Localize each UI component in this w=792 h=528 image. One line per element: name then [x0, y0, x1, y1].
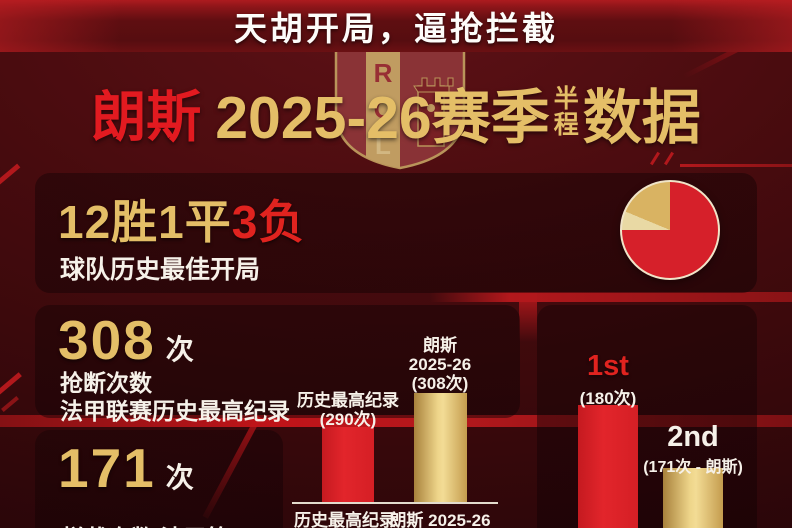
rank-first-value: (180次)	[579, 389, 637, 408]
horizontal-line-decoration	[680, 164, 792, 167]
rank-panel	[537, 305, 757, 528]
season-text: 2025-26赛季	[215, 84, 550, 151]
axis-label-lens: 朗斯 2025-26	[389, 511, 491, 528]
tackles-unit: 次	[165, 334, 194, 365]
axis-label-history: 历史最高纪录	[294, 511, 396, 528]
crest-letter-l: L	[375, 130, 391, 160]
lens-bar	[414, 393, 467, 503]
lens-bar-label-line1: 朗斯	[422, 336, 457, 355]
interceptions-unit: 次	[165, 462, 194, 493]
rank-second-value: (171次 - 朗斯)	[643, 459, 743, 476]
edge-tick-decoration	[0, 372, 22, 397]
team-name: 朗斯	[91, 86, 202, 148]
tackles-desc-line1: 抢断次数	[60, 370, 152, 396]
divider-stripe	[519, 292, 537, 342]
club-crest-watermark: R C L	[334, 48, 466, 170]
lens-bar-label: 朗斯 2025-26 (308次)	[409, 336, 471, 393]
pie-chart	[620, 180, 720, 280]
record-score: 12胜1平3负	[58, 186, 305, 252]
lens-bar-label-line3: (308次)	[411, 374, 469, 393]
chart-baseline	[292, 502, 498, 504]
record-losses: 3负	[231, 196, 306, 248]
tackles-desc-line2: 法甲联赛历史最高纪录	[60, 398, 290, 424]
rank-first-bar	[578, 405, 638, 528]
half-season-top: 半	[553, 85, 579, 113]
history-bar-label: 历史最高纪录 (290次)	[297, 391, 399, 429]
interceptions-caption: 拦截次数 法甲第二	[62, 519, 252, 528]
tackles-value: 308	[58, 309, 156, 371]
rank-second-label: 2nd	[667, 421, 719, 453]
interceptions-value: 171	[58, 437, 156, 499]
record-wins-draws: 12胜1平	[58, 196, 232, 248]
record-caption: 球队历史最佳开局	[60, 256, 261, 284]
banner-title: 天胡开局，逼抢拦截	[234, 10, 558, 47]
main-title: 朗斯 2025-26赛季 半 程 数据	[0, 56, 792, 168]
history-bar-label-line1: 历史最高纪录	[297, 391, 399, 410]
crest-letter-r: R	[374, 58, 393, 88]
interceptions-stat: 171 次	[58, 436, 194, 500]
top-banner: 天胡开局，逼抢拦截	[0, 0, 792, 52]
rank-second-bar	[663, 468, 723, 528]
lens-bar-label-line2: 2025-26	[408, 355, 472, 374]
tackles-stat: 308 次	[58, 308, 194, 372]
edge-tick-decoration	[1, 396, 19, 412]
history-record-bar	[322, 427, 374, 503]
data-word: 数据	[582, 84, 701, 151]
crest-letter-c: C	[374, 94, 393, 124]
rank-first-label: 1st	[587, 350, 629, 382]
divider-stripe	[430, 292, 792, 302]
half-season-stack: 半 程	[554, 86, 579, 138]
history-bar-label-line2: (290次)	[319, 410, 377, 429]
half-season-bottom: 程	[553, 111, 579, 139]
